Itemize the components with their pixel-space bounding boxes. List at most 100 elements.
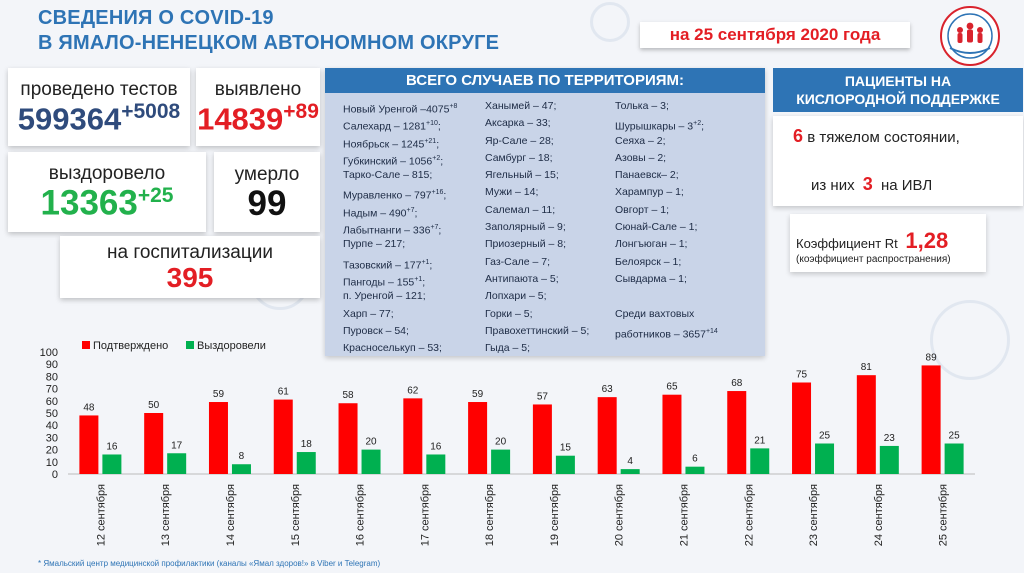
territory-item: Лонгъюган – 1; xyxy=(615,238,688,251)
territory-item: Муравленко – 797+16; xyxy=(343,189,447,202)
recovered-label: выздоровело xyxy=(48,163,166,185)
confirmed-data-label: 75 xyxy=(796,370,808,381)
recovered-data-label: 20 xyxy=(495,437,507,448)
territory-item: Тарко-Сале – 815; xyxy=(343,169,433,182)
yamal-zdorov-logo-icon xyxy=(940,6,1000,66)
territory-item: Салемал – 11; xyxy=(485,203,556,216)
found-value: 14839+89 xyxy=(197,101,319,134)
recovered-bar xyxy=(361,449,381,474)
recovered-data-label: 18 xyxy=(301,439,313,450)
territory-item: Панаевск– 2; xyxy=(615,169,679,182)
recovered-data-label: 17 xyxy=(171,440,183,451)
tests-value: 599364+5008 xyxy=(18,101,180,134)
y-tick-label: 90 xyxy=(46,359,58,371)
confirmed-data-label: 58 xyxy=(342,390,354,401)
recovered-data-label: 23 xyxy=(884,433,896,444)
territory-item: Аксарка – 33; xyxy=(485,117,551,130)
confirmed-data-label: 59 xyxy=(472,389,484,400)
recovered-bar xyxy=(750,448,770,474)
territory-item: Лопхари – 5; xyxy=(485,290,547,303)
recovered-data-label: 8 xyxy=(239,451,245,462)
recovered-bar xyxy=(879,445,899,474)
territory-item: Самбург – 18; xyxy=(485,151,553,164)
ivl-pre: из них xyxy=(811,177,855,194)
territory-item: Правохеттинский – 5; xyxy=(485,324,590,337)
territory-item: Пангоды – 155+1; xyxy=(343,275,426,289)
x-tick-label: 25 сентября xyxy=(938,484,950,546)
tests-number: 599364 xyxy=(17,101,122,137)
confirmed-bar xyxy=(597,397,617,474)
rt-line: Коэффициент Rt 1,28 xyxy=(796,228,948,254)
territory-item: Шурышкары – 3+2; xyxy=(615,120,705,133)
severe-number: 6 xyxy=(793,126,804,146)
legend-label-confirmed: Подтверждено xyxy=(93,340,168,352)
recovered-data-label: 16 xyxy=(106,441,118,452)
x-tick-label: 12 сентября xyxy=(95,484,107,546)
legend-swatch-recovered xyxy=(186,341,194,349)
territory-item: Ягельный – 15; xyxy=(485,169,559,182)
territory-item: Толька – 3; xyxy=(615,100,669,112)
virus-decoration-icon xyxy=(590,2,630,42)
found-number: 14839 xyxy=(197,101,284,137)
confirmed-data-label: 81 xyxy=(861,362,873,373)
recovered-bar xyxy=(231,464,251,474)
confirmed-bar xyxy=(144,413,164,474)
x-tick-label: 14 сентября xyxy=(225,484,237,546)
rt-card: Коэффициент Rt 1,28 (коэффициент распрос… xyxy=(790,214,986,272)
recovered-bar xyxy=(620,469,640,474)
territories-col-1: Новый Уренгой –4075+8 Салехард – 1281+10;… xyxy=(343,98,457,357)
title-line-1: СВЕДЕНИЯ О COVID-19 xyxy=(38,7,274,29)
territory-item: Лабытнанги – 336+7; xyxy=(343,224,442,237)
confirmed-bar xyxy=(208,402,228,474)
territory-item: Сывдарма – 1; xyxy=(615,272,687,285)
confirmed-bar xyxy=(856,375,876,474)
rt-value: 1,28 xyxy=(905,228,949,253)
severe-text: в тяжелом состоянии, xyxy=(807,129,960,146)
territory-item: работников – 3657+14 xyxy=(615,327,718,341)
hospital-label: на госпитализации xyxy=(107,242,273,263)
hospital-value: 395 xyxy=(166,262,214,293)
territory-item: Новый Уренгой –4075+8 xyxy=(343,103,458,116)
x-tick-label: 15 сентября xyxy=(290,484,302,546)
territory-item: Харампур – 1; xyxy=(615,186,684,199)
y-tick-label: 70 xyxy=(46,384,58,396)
territory-item: Гыда – 5; xyxy=(485,342,531,355)
recovered-bar xyxy=(426,454,446,474)
confirmed-bar xyxy=(662,394,682,474)
title-line-2: В ЯМАЛО-НЕНЕЦКОМ АВТОНОМНОМ ОКРУГЕ xyxy=(38,32,500,54)
confirmed-data-label: 59 xyxy=(213,389,225,400)
confirmed-data-label: 57 xyxy=(537,391,549,402)
recovered-data-label: 20 xyxy=(365,437,377,448)
territory-item: Мужи – 14; xyxy=(485,186,539,199)
found-delta: +89 xyxy=(283,100,319,124)
territory-item: Белоярск – 1; xyxy=(615,255,682,268)
x-tick-label: 18 сентября xyxy=(484,484,496,546)
recovered-value: 13363+25 xyxy=(41,185,174,221)
recovered-bar xyxy=(296,452,316,474)
confirmed-data-label: 48 xyxy=(83,402,95,413)
recovered-data-label: 25 xyxy=(819,431,831,442)
confirmed-bar xyxy=(79,415,99,474)
legend-swatch-confirmed xyxy=(82,341,90,349)
recovered-card: выздоровело 13363+25 xyxy=(8,152,206,232)
territory-item: Сюнай-Сале – 1; xyxy=(615,221,698,234)
y-tick-label: 40 xyxy=(46,420,58,432)
virus-decoration-icon xyxy=(930,300,1010,380)
rt-note: (коэффициент распространения) xyxy=(796,254,951,265)
y-tick-label: 50 xyxy=(46,408,58,420)
confirmed-bar xyxy=(273,399,293,474)
recovered-bar xyxy=(555,455,575,474)
ivl-number: 3 xyxy=(862,174,873,194)
recovered-data-label: 15 xyxy=(560,443,572,454)
y-tick-label: 0 xyxy=(52,469,58,481)
tests-delta: +5008 xyxy=(121,100,181,124)
y-tick-label: 60 xyxy=(46,396,58,408)
confirmed-bar xyxy=(338,403,358,474)
territory-item: Красноселькуп – 53; xyxy=(343,342,442,355)
territory-item: Сеяха – 2; xyxy=(615,134,666,147)
recovered-delta: +25 xyxy=(137,184,174,208)
territory-item xyxy=(615,288,718,305)
territory-item: Харп – 77; xyxy=(343,307,394,320)
territory-item: Ханымей – 47; xyxy=(485,100,557,112)
territory-item: Приозерный – 8; xyxy=(485,238,566,251)
